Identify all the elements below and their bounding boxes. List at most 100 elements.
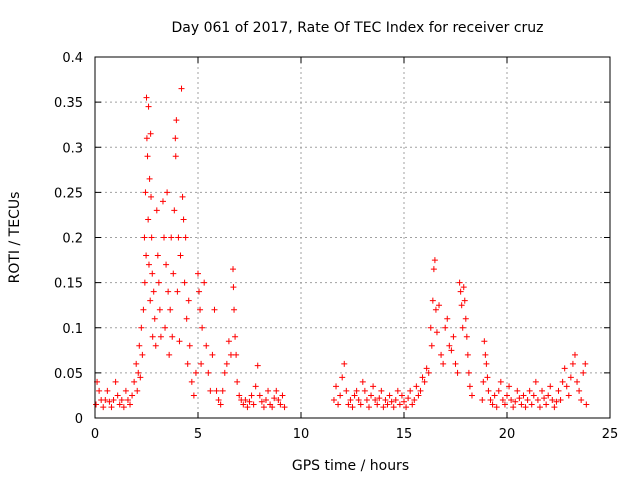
data-point <box>248 392 255 399</box>
data-point <box>244 404 251 411</box>
data-point <box>555 387 562 394</box>
data-point <box>203 342 210 349</box>
data-point <box>578 396 585 403</box>
data-point <box>134 387 141 394</box>
data-point <box>388 398 395 405</box>
data-point <box>178 85 185 92</box>
data-point <box>565 392 572 399</box>
data-point <box>405 395 412 402</box>
data-point <box>561 365 568 372</box>
data-point <box>177 252 184 259</box>
data-point <box>175 234 182 241</box>
data-point <box>459 324 466 331</box>
data-point <box>159 198 166 205</box>
data-point <box>184 360 191 367</box>
data-point <box>143 94 150 101</box>
data-point <box>425 369 432 376</box>
data-point <box>528 401 535 408</box>
data-point <box>145 261 152 268</box>
x-axis-label: GPS time / hours <box>292 458 409 474</box>
data-point <box>262 396 269 403</box>
data-point <box>139 351 146 358</box>
data-point <box>460 284 467 291</box>
data-point <box>275 396 282 403</box>
data-point <box>173 117 180 124</box>
data-point <box>198 360 205 367</box>
data-point <box>403 404 410 411</box>
data-point <box>370 383 377 390</box>
data-point <box>461 297 468 304</box>
data-point <box>423 365 430 372</box>
data-point <box>131 378 138 385</box>
data-point <box>260 404 267 411</box>
data-point <box>219 387 226 394</box>
data-point <box>133 360 140 367</box>
data-point <box>466 383 473 390</box>
data-point <box>341 360 348 367</box>
data-point <box>504 392 510 399</box>
data-point <box>427 324 434 331</box>
data-point <box>401 398 407 405</box>
data-point <box>497 378 504 385</box>
data-point <box>347 396 354 403</box>
data-point <box>147 297 154 304</box>
data-point <box>190 392 197 399</box>
x-tick-label: 5 <box>194 427 202 442</box>
data-point <box>501 401 508 408</box>
y-tick-label: 0 <box>75 412 83 427</box>
data-point <box>148 234 155 241</box>
data-point <box>526 387 533 394</box>
data-point <box>141 279 148 286</box>
data-point <box>436 302 443 309</box>
data-point <box>415 392 422 399</box>
data-point <box>225 338 232 345</box>
data-point <box>154 252 161 259</box>
data-point <box>102 396 109 403</box>
data-point <box>170 270 177 277</box>
data-point <box>465 369 472 376</box>
y-tick-label: 0.1 <box>62 322 83 337</box>
data-point <box>454 369 461 376</box>
data-point <box>182 234 189 241</box>
data-point <box>110 396 117 403</box>
data-point <box>363 396 370 403</box>
data-point <box>205 369 212 376</box>
data-point <box>118 396 125 403</box>
data-point <box>571 351 578 358</box>
data-point <box>181 279 188 286</box>
data-point <box>457 288 464 295</box>
data-point <box>156 306 163 313</box>
data-point <box>137 374 144 381</box>
data-point <box>183 315 190 322</box>
data-point <box>122 387 129 394</box>
data-point <box>522 404 529 411</box>
data-point <box>419 374 426 381</box>
data-point <box>468 392 475 399</box>
y-tick-label: 0.15 <box>54 277 83 292</box>
data-point <box>429 297 436 304</box>
data-point <box>547 383 554 390</box>
data-point <box>172 135 179 142</box>
data-point <box>231 306 238 313</box>
data-point <box>124 396 131 403</box>
data-point <box>256 392 263 399</box>
data-point <box>104 387 111 394</box>
data-point <box>493 404 500 411</box>
data-point <box>246 398 253 405</box>
data-point <box>141 234 148 241</box>
data-point <box>96 387 103 394</box>
data-point <box>545 392 552 399</box>
data-point <box>372 396 379 403</box>
data-point <box>252 383 259 390</box>
data-point <box>174 288 181 295</box>
data-point <box>431 257 438 264</box>
data-point <box>569 360 576 367</box>
data-point <box>413 383 420 390</box>
data-point <box>196 288 203 295</box>
data-point <box>145 216 152 223</box>
data-point <box>106 398 113 405</box>
x-tick-label: 0 <box>91 427 99 442</box>
data-point <box>390 404 397 411</box>
data-point <box>409 401 416 408</box>
